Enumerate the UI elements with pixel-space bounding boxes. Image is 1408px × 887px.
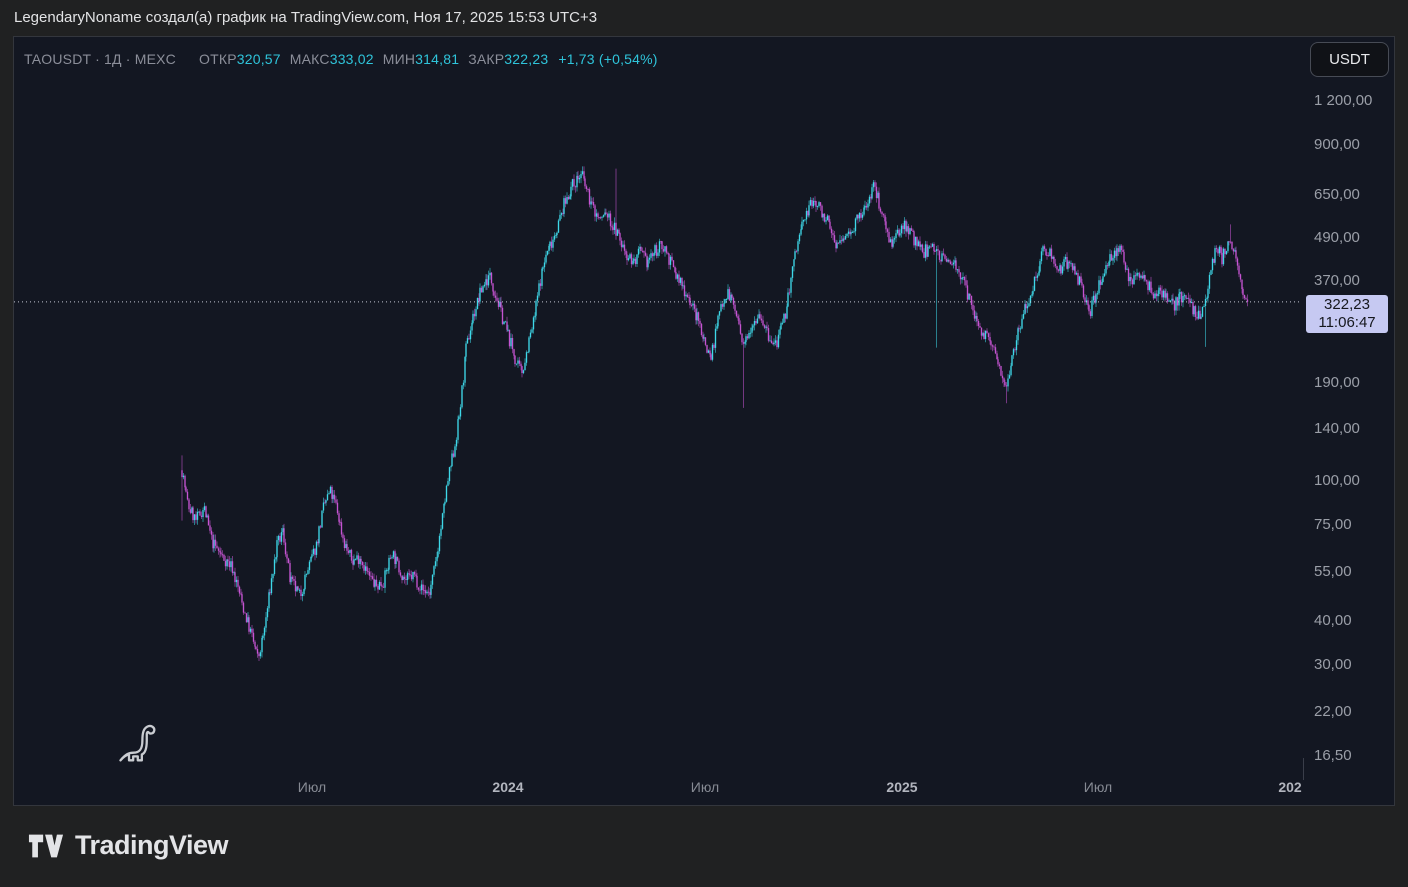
countdown-timer: 11:06:47 <box>1318 313 1376 331</box>
price-tick: 100,00 <box>1314 471 1360 489</box>
ohlc-legend: TAOUSDT · 1Д · MEXC ОТКР320,57 МАКС333,02 М… <box>24 51 658 67</box>
price-tick: 16,50 <box>1314 747 1352 764</box>
time-tick: Июл <box>1083 779 1113 795</box>
last-price-label: 322,23 11:06:47 <box>1306 294 1388 333</box>
time-tick: Июл <box>297 779 327 795</box>
tradingview-mark-icon <box>28 834 64 857</box>
time-tick: 202 <box>1278 779 1302 795</box>
ohlc-field-label: ЗАКР <box>468 51 505 67</box>
price-tick: 55,00 <box>1314 563 1352 581</box>
down-candle-bodies <box>181 171 1249 657</box>
up-candle-bodies <box>182 171 1236 657</box>
currency-toggle-button[interactable]: USDT <box>1310 42 1389 77</box>
up-candle-wicks <box>183 166 1236 659</box>
ohlc-field-value: 320,57 <box>236 51 281 67</box>
price-tick: 650,00 <box>1314 185 1360 203</box>
top-bar: LegendaryNoname создал(а) график на Trad… <box>0 0 1408 36</box>
ohlc-field-label: МИН <box>382 51 416 67</box>
dino-watermark-icon <box>119 724 156 762</box>
ohlc-field-value: 333,02 <box>329 51 374 67</box>
price-tick: 490,00 <box>1314 228 1360 246</box>
price-tick: 190,00 <box>1314 373 1360 391</box>
price-tick: 370,00 <box>1314 271 1360 289</box>
axis-corner-divider <box>1303 758 1304 780</box>
price-tick: 140,00 <box>1314 420 1360 438</box>
price-tick: 30,00 <box>1314 655 1352 673</box>
ohlc-field-value: 314,81 <box>415 51 460 67</box>
down-candle-wicks <box>181 166 1248 661</box>
symbol-title[interactable]: TAOUSDT · 1Д · MEXC <box>24 51 176 67</box>
price-tick: 40,00 <box>1314 611 1352 629</box>
tradingview-logo[interactable]: TradingView <box>28 830 229 861</box>
price-tick: 900,00 <box>1314 135 1360 153</box>
tradingview-logo-text: TradingView <box>75 830 229 860</box>
time-tick: 2025 <box>886 779 918 795</box>
price-tick: 1 200,00 <box>1314 92 1373 109</box>
ohlc-field-label: ОТКР <box>199 51 237 67</box>
price-scale[interactable]: 1 200,00 900,00 650,00 490,00 370,00 190,00 14… <box>1303 37 1395 774</box>
time-scale[interactable]: Июл 2024 Июл 2025 Июл 202 <box>13 774 1303 802</box>
last-price: 322,23 <box>1324 295 1370 313</box>
ohlc-field-label: МАКС <box>289 51 330 67</box>
chart-panel <box>13 36 1395 806</box>
time-tick: 2024 <box>492 779 524 795</box>
price-tick: 22,00 <box>1314 703 1352 721</box>
footer: TradingView <box>0 806 1408 887</box>
ohlc-field-value: 322,23 <box>504 51 549 67</box>
snapshot-title: LegendaryNoname создал(а) график на Trad… <box>14 9 598 26</box>
time-tick: Июл <box>690 779 720 795</box>
price-tick: 75,00 <box>1314 515 1352 533</box>
change-value: +1,73 (+0,54%) <box>558 51 658 67</box>
